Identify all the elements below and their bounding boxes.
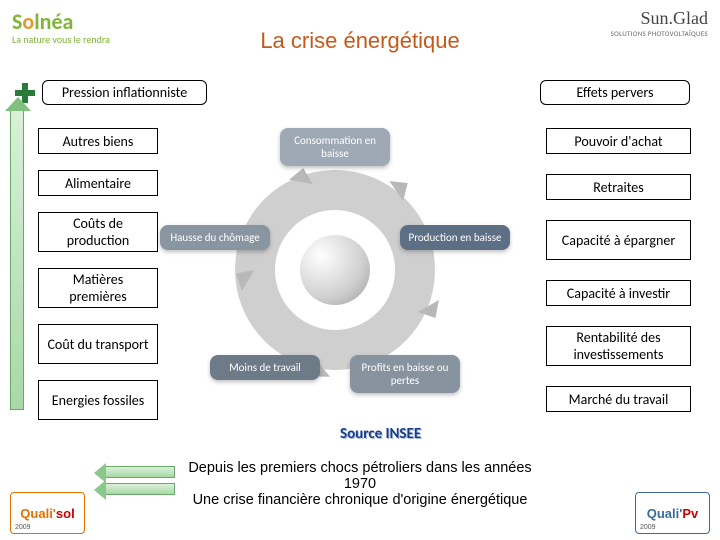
slide: Solnéa La nature vous le rendra Sun.Glad… bbox=[0, 0, 720, 540]
left-item: Alimentaire bbox=[38, 170, 158, 196]
solnea-tagline: La nature vous le rendra bbox=[12, 33, 110, 46]
right-header-pill: Effets pervers bbox=[540, 80, 690, 105]
up-arrow-icon bbox=[10, 110, 24, 410]
solnea-wordmark: Solnéa bbox=[12, 8, 110, 35]
left-item: Energies fossiles bbox=[38, 380, 158, 420]
cycle-center bbox=[300, 235, 370, 305]
qualisol-text: Quali'sol bbox=[20, 506, 74, 521]
right-item: Rentabilité des investissements bbox=[546, 326, 691, 366]
qualipv-text: Quali'Pv bbox=[647, 506, 699, 521]
cycle-node-label: Production en baisse bbox=[409, 231, 502, 244]
right-item: Pouvoir d'achat bbox=[546, 128, 691, 154]
cycle-diagram: Consommation en baisse Production en bai… bbox=[185, 120, 485, 420]
cycle-node-label: Consommation en baisse bbox=[294, 134, 376, 160]
cycle-node-label: Hausse du chômage bbox=[170, 231, 259, 244]
bottom-text: Depuis les premiers chocs pétroliers dan… bbox=[180, 460, 540, 508]
logo-rest: lnéa bbox=[34, 8, 73, 35]
left-item: Coûts de production bbox=[38, 212, 158, 252]
left-header-pill: Pression inflationniste bbox=[42, 80, 207, 105]
logo-letter: S bbox=[12, 8, 22, 35]
cycle-node: Production en baisse bbox=[400, 225, 510, 250]
bottom-line: Une crise financière chronique d'origine… bbox=[180, 492, 540, 508]
right-item: Capacité à épargner bbox=[546, 220, 691, 260]
left-down-arrow-icon bbox=[105, 466, 175, 478]
qualipv-logo: Quali'Pv 2009 bbox=[635, 492, 710, 534]
sunglad-wordmark: Sun.Glad bbox=[641, 8, 709, 29]
logo-letter: o bbox=[22, 8, 34, 35]
slide-title: La crise énergétique bbox=[260, 28, 459, 54]
logo-year: 2009 bbox=[15, 524, 31, 531]
cycle-node-label: Profits en baisse ou pertes bbox=[362, 361, 449, 387]
cycle-node: Consommation en baisse bbox=[280, 128, 390, 166]
cycle-node-label: Moins de travail bbox=[229, 361, 301, 374]
sunglad-subtitle: SOLUTIONS PHOTOVOLTAÏQUES bbox=[611, 29, 708, 38]
qualisol-logo: Quali'sol 2009 bbox=[10, 492, 85, 534]
cycle-node: Moins de travail bbox=[210, 355, 320, 380]
left-down-arrow-icon bbox=[105, 483, 175, 495]
cycle-node: Profits en baisse ou pertes bbox=[350, 355, 460, 393]
cycle-node: Hausse du chômage bbox=[160, 225, 270, 250]
sunglad-logo: Sun.Glad SOLUTIONS PHOTOVOLTAÏQUES bbox=[611, 8, 708, 38]
bottom-line: Depuis les premiers chocs pétroliers dan… bbox=[180, 460, 540, 492]
solnea-logo: Solnéa La nature vous le rendra bbox=[12, 8, 110, 46]
right-item: Retraites bbox=[546, 174, 691, 200]
left-item: Coût du transport bbox=[38, 324, 158, 364]
logo-year: 2009 bbox=[640, 524, 656, 531]
source-label: Source INSEE bbox=[340, 425, 421, 443]
left-item: Matières premières bbox=[38, 268, 158, 308]
right-item: Capacité à investir bbox=[546, 280, 691, 306]
right-item: Marché du travail bbox=[546, 386, 691, 412]
left-item: Autres biens bbox=[38, 128, 158, 154]
